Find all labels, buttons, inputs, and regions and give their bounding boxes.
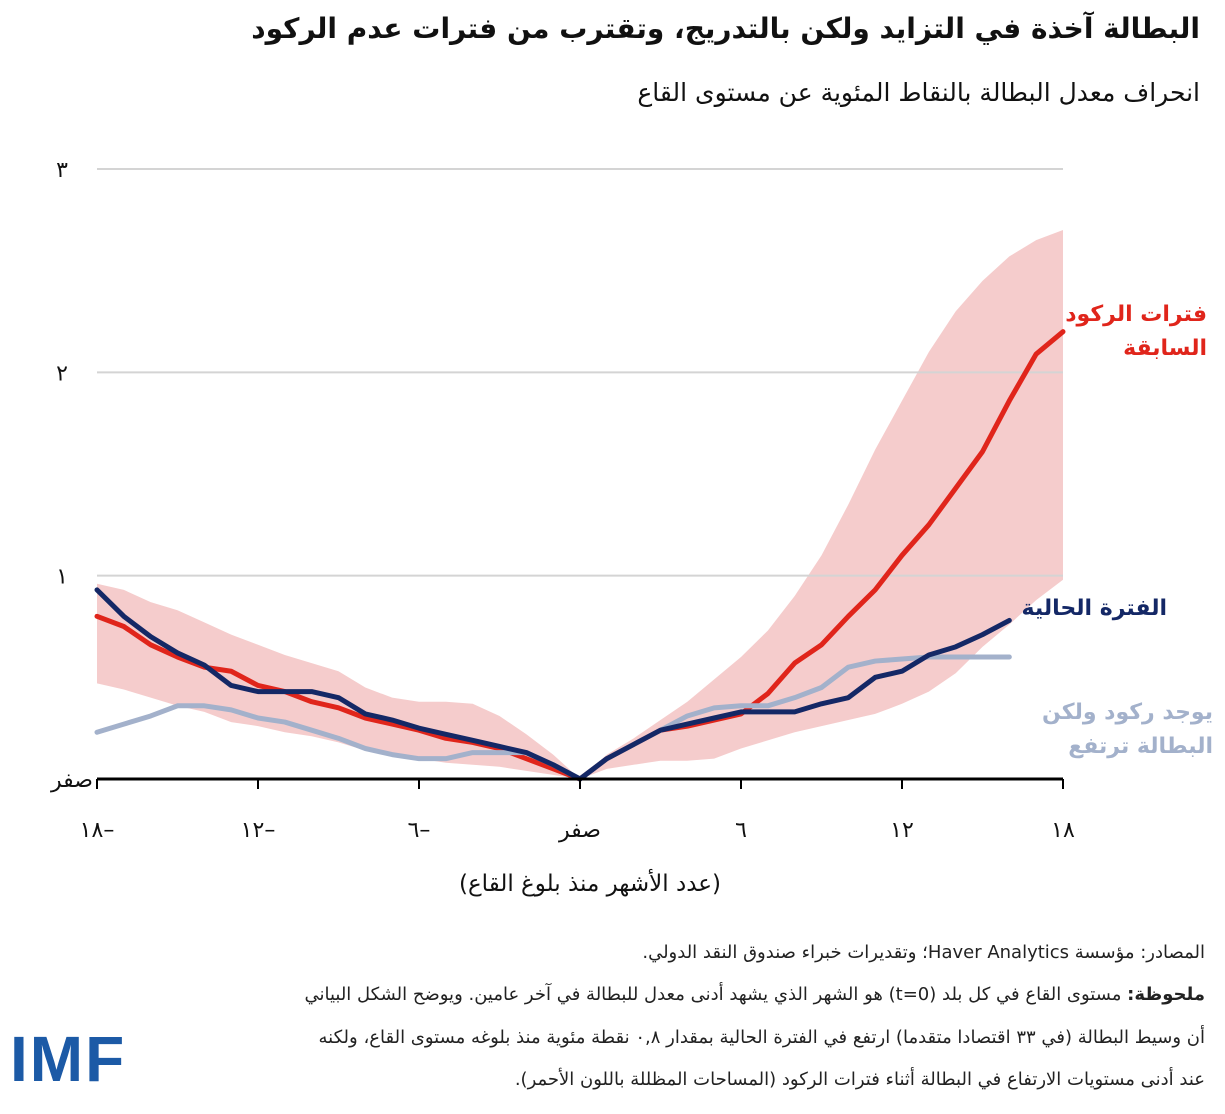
- legend-current-period: الفترة الحالية: [1021, 596, 1167, 621]
- y-tick-label: صفر: [50, 768, 93, 793]
- note-line-2: أن وسيط البطالة (في ٣٣ اقتصادا متقدما) ا…: [318, 1027, 1205, 1048]
- x-tick-label: ١٨: [1051, 818, 1075, 843]
- sources-note: المصادر: مؤسسة Haver Analytics؛ وتقديرات…: [642, 942, 1205, 963]
- series-line: [94, 587, 1012, 782]
- chart-title: البطالة آخذة في التزايد ولكن بالتدريج، و…: [251, 12, 1200, 45]
- range-band: [97, 230, 1063, 779]
- note-line-3: عند أدنى مستويات الارتفاع في البطالة أثن…: [514, 1069, 1205, 1090]
- x-tick-label: ١٨–: [80, 818, 115, 843]
- y-tick-label: ٢: [56, 361, 68, 386]
- chart-subtitle: انحراف معدل البطالة بالنقاط المئوية عن م…: [637, 78, 1200, 107]
- x-tick-label: صفر: [558, 818, 601, 843]
- imf-logo: IMF: [10, 1023, 127, 1095]
- x-tick-label: ٦–: [408, 818, 431, 843]
- legend-recession-rising: يوجد ركود ولكن البطالة ترتفع: [1041, 700, 1213, 759]
- note-line-1: مستوى القاع في كل بلد (t=0) هو الشهر الذ…: [304, 984, 1128, 1005]
- y-tick-label: ١: [56, 565, 68, 590]
- legend-previous-recessions: فترات الركود السابقة: [1065, 302, 1207, 361]
- x-tick-label: ٦: [735, 818, 747, 843]
- x-tick-label: ١٢–: [241, 818, 276, 843]
- note-label: ملحوظة:: [1127, 984, 1205, 1005]
- x-tick-label: ١٢: [890, 818, 914, 843]
- y-tick-label: ٣: [56, 158, 68, 183]
- x-axis-label: (عدد الأشهر منذ بلوغ القاع): [459, 869, 721, 897]
